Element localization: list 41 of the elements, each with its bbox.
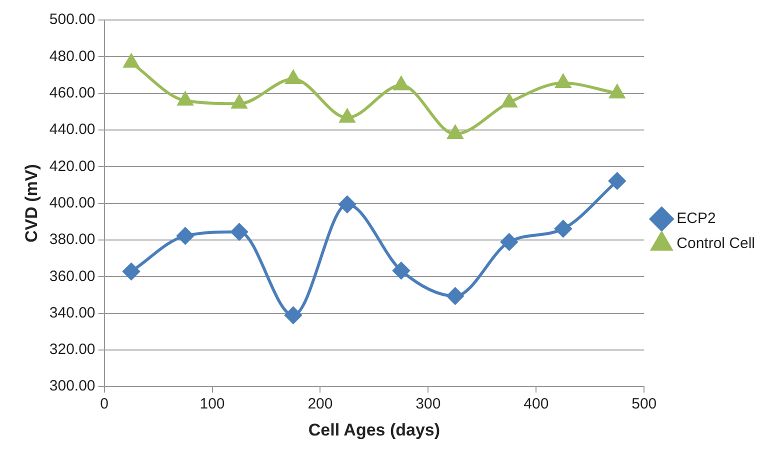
y-tick-label: 460.00 [49, 84, 96, 102]
y-tick-label: 400.00 [49, 194, 96, 212]
legend-label: ECP2 [676, 210, 716, 228]
point [176, 227, 194, 244]
y-tick-label: 420.00 [49, 158, 96, 175]
point [394, 76, 409, 90]
x-tick-label: 200 [308, 396, 333, 413]
point [122, 262, 140, 280]
point [446, 288, 464, 305]
y-tick-label: 360.00 [49, 268, 96, 285]
point [554, 220, 572, 238]
point [392, 262, 410, 280]
x-tick-label: 0 [100, 396, 108, 413]
y-tick-label: 480.00 [49, 48, 96, 65]
point [124, 54, 139, 68]
point [608, 172, 626, 190]
point [340, 109, 355, 123]
y-axis-title: CVD (mV) [22, 164, 41, 243]
x-tick-label: 300 [416, 396, 441, 413]
legend-label: Control Cell [676, 235, 756, 252]
y-tick-label: 500.00 [49, 11, 96, 28]
point [286, 70, 301, 84]
point [610, 84, 625, 98]
y-tick-label: 440.00 [49, 121, 96, 138]
x-tick-label: 500 [632, 396, 657, 413]
point [556, 74, 571, 88]
y-tick-label: 300.00 [49, 378, 96, 395]
y-tick-label: 320.00 [49, 341, 96, 358]
y-tick-label: 380.00 [49, 231, 96, 248]
point [178, 92, 193, 106]
point [500, 233, 518, 250]
y-tick-label: 340.00 [49, 304, 96, 322]
x-tick-label: 400 [524, 396, 549, 413]
point [284, 306, 302, 324]
point [232, 95, 247, 109]
x-axis-title: Cell Ages (days) [308, 420, 440, 440]
point [448, 126, 463, 140]
point [338, 196, 356, 213]
x-tick-label: 100 [200, 396, 225, 413]
point [230, 223, 248, 240]
point [502, 94, 517, 108]
